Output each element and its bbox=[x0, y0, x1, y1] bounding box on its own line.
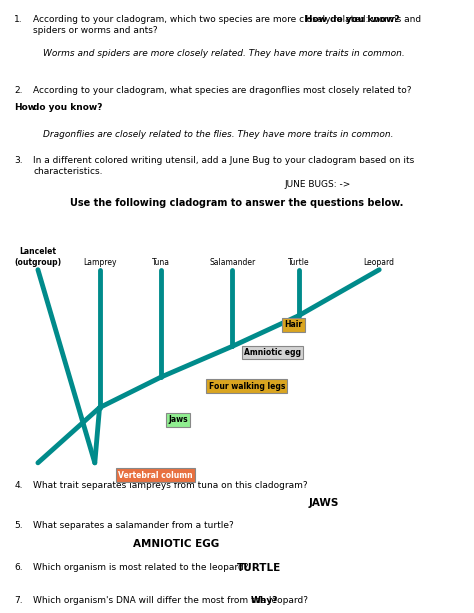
Text: In a different colored writing utensil, add a June Bug to your cladogram based o: In a different colored writing utensil, … bbox=[33, 156, 414, 176]
Text: 3.: 3. bbox=[14, 156, 23, 166]
Text: Which organism's DNA will differ the most from the leopard?: Which organism's DNA will differ the mos… bbox=[33, 596, 314, 606]
Text: Turtle: Turtle bbox=[288, 257, 310, 267]
Text: According to your cladogram, which two species are more closely related: worms a: According to your cladogram, which two s… bbox=[33, 15, 421, 35]
Text: Leopard: Leopard bbox=[364, 257, 395, 267]
Text: 2.: 2. bbox=[14, 86, 23, 95]
Text: Lancelet
(outgroup): Lancelet (outgroup) bbox=[14, 247, 62, 267]
Text: Hair: Hair bbox=[284, 321, 302, 329]
Text: Vertebral column: Vertebral column bbox=[118, 471, 193, 479]
Text: According to your cladogram, what species are dragonflies most closely related t: According to your cladogram, what specie… bbox=[33, 86, 415, 95]
Text: Lamprey: Lamprey bbox=[83, 257, 116, 267]
Text: Jaws: Jaws bbox=[168, 416, 188, 424]
Text: JAWS: JAWS bbox=[308, 498, 338, 508]
Text: Use the following cladogram to answer the questions below.: Use the following cladogram to answer th… bbox=[70, 198, 404, 208]
Text: 4.: 4. bbox=[14, 481, 23, 490]
Text: do you know?: do you know? bbox=[33, 103, 103, 112]
Text: Why?: Why? bbox=[251, 596, 279, 606]
Text: JUNE BUGS: ->: JUNE BUGS: -> bbox=[284, 180, 351, 189]
Text: How do you know?: How do you know? bbox=[33, 15, 400, 25]
Text: Which organism is most related to the leopard?: Which organism is most related to the le… bbox=[33, 563, 249, 572]
Text: 7.: 7. bbox=[14, 596, 23, 606]
Text: Tuna: Tuna bbox=[152, 257, 170, 267]
Text: What separates a salamander from a turtle?: What separates a salamander from a turtl… bbox=[33, 521, 234, 530]
Text: Salamander: Salamander bbox=[209, 257, 255, 267]
Text: What trait separates lampreys from tuna on this cladogram?: What trait separates lampreys from tuna … bbox=[33, 481, 308, 490]
Text: 1.: 1. bbox=[14, 15, 23, 25]
Text: How: How bbox=[14, 103, 36, 112]
Text: AMNIOTIC EGG: AMNIOTIC EGG bbox=[133, 539, 219, 549]
Text: Dragonflies are closely related to the flies. They have more traits in common.: Dragonflies are closely related to the f… bbox=[43, 130, 393, 139]
Text: Four walking legs: Four walking legs bbox=[209, 382, 285, 390]
Text: Amniotic egg: Amniotic egg bbox=[244, 348, 301, 357]
Text: TURTLE: TURTLE bbox=[237, 563, 281, 573]
Text: Worms and spiders are more closely related. They have more traits in common.: Worms and spiders are more closely relat… bbox=[43, 49, 404, 58]
Text: 6.: 6. bbox=[14, 563, 23, 572]
Text: 5.: 5. bbox=[14, 521, 23, 530]
